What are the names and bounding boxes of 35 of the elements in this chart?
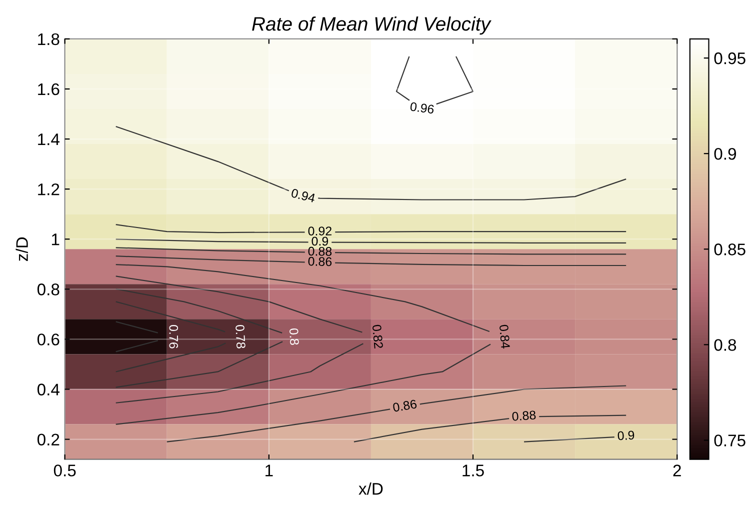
y-tick-label: 1.8: [38, 33, 60, 46]
y-tick-label: 0.6: [37, 334, 60, 346]
x-axis-title: x/D: [358, 482, 383, 495]
color-bar-label: 0.75: [714, 434, 746, 446]
annotation: 0.9: [312, 236, 328, 246]
annotation: 0.92: [308, 226, 332, 236]
y-tick-label: 0.2: [37, 434, 60, 446]
annotation: 0.76: [169, 325, 178, 348]
annotation: 0.88: [308, 246, 332, 256]
annotation: 0.78: [235, 324, 246, 348]
y-tick-label: 0.8: [37, 284, 60, 296]
y-tick-label: 1.4: [38, 134, 60, 146]
y-tick-label: 0.4: [37, 384, 60, 396]
x-tick-label: 0.5: [54, 464, 76, 476]
color-bar-label: 0.9: [714, 148, 736, 160]
color-bar-label: 0.8: [714, 339, 736, 351]
text: 0.86: [392, 399, 417, 412]
text: 0.88: [512, 410, 536, 421]
x-tick-label: 1: [266, 464, 273, 476]
y-tick-label: 1.6: [38, 83, 60, 96]
color-bar-label: 0.85: [714, 244, 746, 256]
y-tick-label: 1: [52, 234, 60, 246]
text: 0.9: [618, 430, 634, 440]
annotation: 0.86: [308, 256, 332, 266]
y-tick-label: 1.2: [38, 183, 60, 196]
chart-title: Rate of Mean Wind Velocity: [252, 16, 492, 35]
annotation: 0.96: [410, 102, 434, 114]
annotation: 0.84: [499, 324, 510, 349]
annotation: 0.8: [289, 328, 300, 346]
color-bar-label: 0.95: [714, 52, 746, 64]
annotation: 0.94: [290, 188, 316, 203]
y-axis-title: z/D: [16, 237, 28, 261]
annotation: 0.82: [372, 324, 384, 348]
x-tick-label: 2: [673, 464, 681, 476]
x-tick-label: 1.5: [462, 464, 484, 476]
